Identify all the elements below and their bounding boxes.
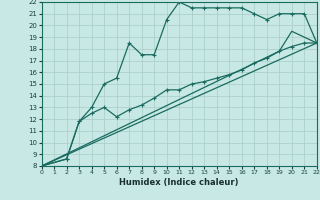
X-axis label: Humidex (Indice chaleur): Humidex (Indice chaleur) [119,178,239,187]
